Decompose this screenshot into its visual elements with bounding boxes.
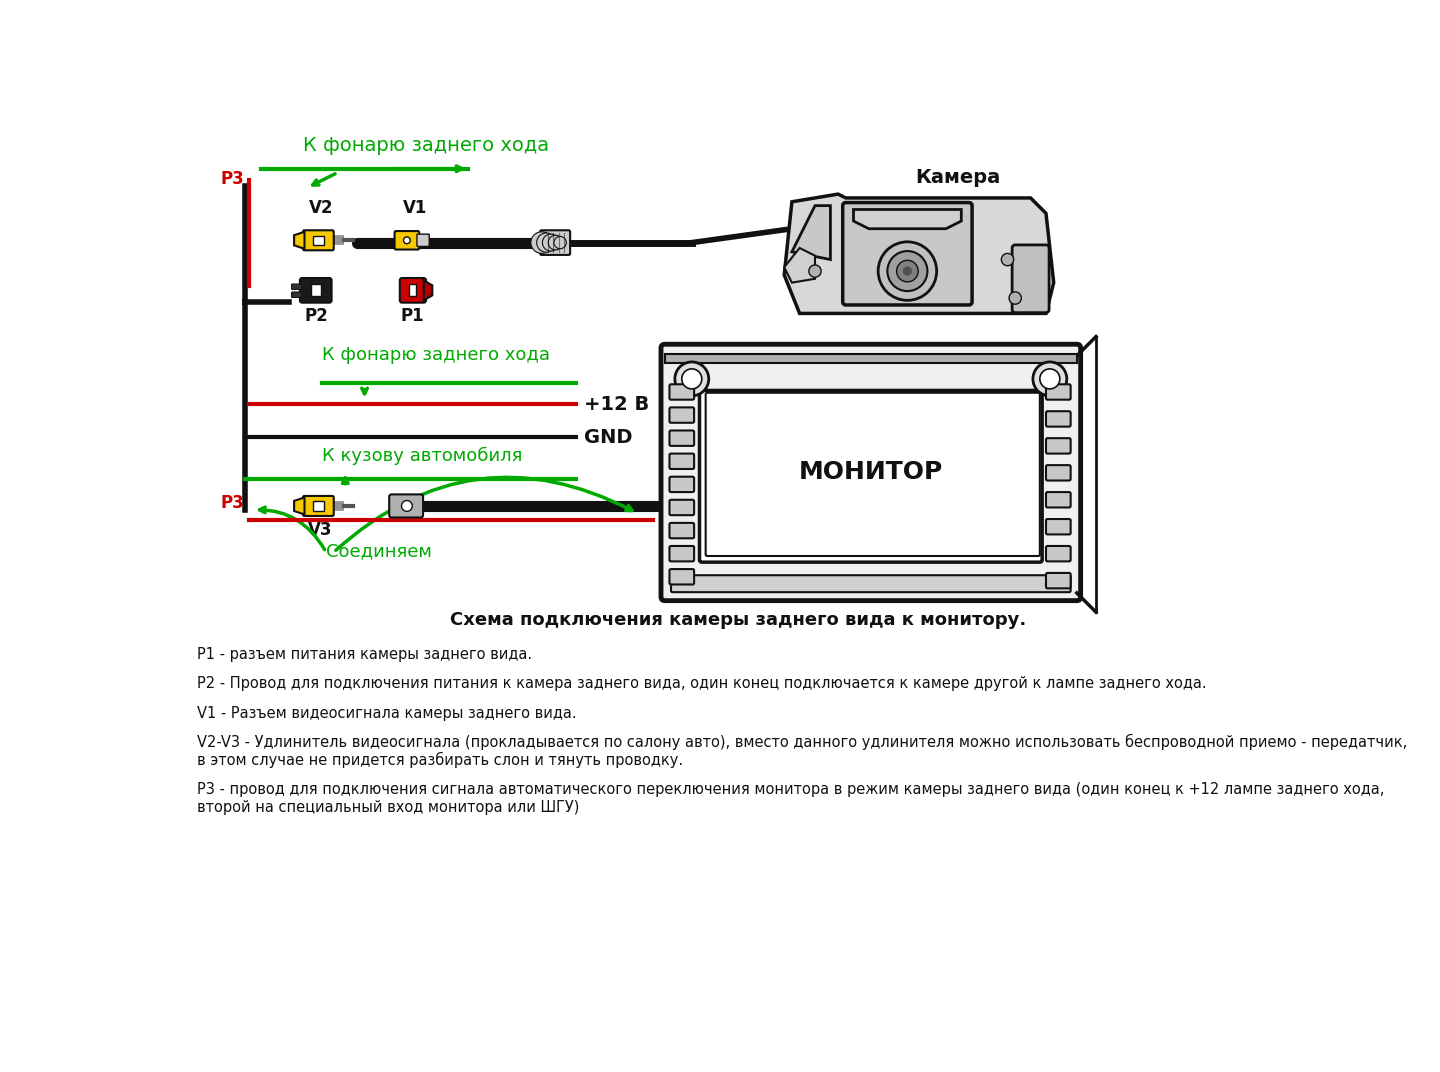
Text: Камера: Камера	[914, 167, 1001, 187]
Text: второй на специальный вход монитора или ШГУ): второй на специальный вход монитора или …	[197, 800, 580, 815]
FancyBboxPatch shape	[312, 502, 324, 510]
Text: V2-V3 - Удлинитель видеосигнала (прокладывается по салону авто), вместо данного : V2-V3 - Удлинитель видеосигнала (проклад…	[197, 734, 1408, 750]
FancyBboxPatch shape	[706, 392, 1040, 556]
FancyBboxPatch shape	[395, 232, 419, 250]
Text: V3: V3	[308, 521, 333, 539]
FancyBboxPatch shape	[670, 407, 694, 422]
Circle shape	[549, 235, 563, 250]
FancyBboxPatch shape	[302, 496, 334, 516]
Text: P3 - провод для подключения сигнала автоматического переключения монитора в режи: P3 - провод для подключения сигнала авто…	[197, 781, 1385, 796]
FancyBboxPatch shape	[1045, 412, 1071, 427]
FancyBboxPatch shape	[311, 284, 321, 296]
Text: в этом случае не придется разбирать слон и тянуть проводку.: в этом случае не придется разбирать слон…	[197, 751, 684, 769]
Circle shape	[1001, 253, 1014, 266]
Text: P2: P2	[304, 308, 328, 325]
FancyBboxPatch shape	[389, 494, 423, 518]
Circle shape	[537, 233, 556, 252]
FancyBboxPatch shape	[1045, 492, 1071, 507]
Text: К кузову автомобиля: К кузову автомобиля	[323, 447, 523, 465]
Text: К фонарю заднего хода: К фонарю заднего хода	[302, 136, 549, 155]
FancyBboxPatch shape	[1045, 438, 1071, 453]
FancyBboxPatch shape	[409, 284, 416, 296]
Circle shape	[531, 232, 553, 253]
Text: Схема подключения камеры заднего вида к монитору.: Схема подключения камеры заднего вида к …	[449, 611, 1027, 629]
Text: V1: V1	[403, 199, 428, 218]
Text: МОНИТОР: МОНИТОР	[798, 460, 943, 485]
Circle shape	[681, 369, 701, 389]
Polygon shape	[785, 194, 1054, 313]
Circle shape	[897, 260, 919, 282]
Circle shape	[543, 234, 559, 251]
FancyBboxPatch shape	[418, 234, 429, 247]
FancyBboxPatch shape	[1045, 384, 1071, 400]
FancyBboxPatch shape	[1045, 572, 1071, 589]
Text: Соединяем: Соединяем	[325, 542, 432, 560]
Text: P2 - Провод для подключения питания к камера заднего вида, один конец подключает: P2 - Провод для подключения питания к ка…	[197, 676, 1207, 691]
FancyBboxPatch shape	[291, 284, 302, 289]
Polygon shape	[792, 206, 831, 259]
Text: P1: P1	[400, 308, 425, 325]
Circle shape	[1032, 362, 1067, 396]
FancyBboxPatch shape	[300, 278, 331, 302]
FancyBboxPatch shape	[670, 500, 694, 516]
FancyBboxPatch shape	[302, 230, 334, 250]
Circle shape	[402, 501, 412, 511]
Circle shape	[903, 267, 912, 276]
FancyBboxPatch shape	[665, 354, 1077, 363]
FancyBboxPatch shape	[670, 453, 694, 468]
FancyBboxPatch shape	[1045, 546, 1071, 562]
FancyBboxPatch shape	[670, 384, 694, 400]
Circle shape	[1009, 292, 1021, 304]
Circle shape	[554, 237, 566, 249]
Polygon shape	[423, 281, 432, 300]
Circle shape	[809, 265, 821, 278]
FancyBboxPatch shape	[670, 546, 694, 562]
FancyBboxPatch shape	[1045, 465, 1071, 480]
Polygon shape	[294, 232, 304, 249]
Circle shape	[675, 362, 708, 396]
Circle shape	[887, 251, 927, 292]
FancyBboxPatch shape	[312, 236, 324, 245]
Polygon shape	[294, 497, 304, 515]
FancyBboxPatch shape	[670, 569, 694, 584]
FancyBboxPatch shape	[670, 431, 694, 446]
FancyBboxPatch shape	[700, 390, 1043, 562]
Circle shape	[1040, 369, 1060, 389]
Text: P3: P3	[220, 170, 245, 188]
Text: P3: P3	[220, 494, 245, 512]
FancyBboxPatch shape	[291, 292, 302, 297]
Polygon shape	[785, 248, 815, 283]
Text: V1 - Разъем видеосигнала камеры заднего вида.: V1 - Разъем видеосигнала камеры заднего …	[197, 705, 577, 720]
FancyBboxPatch shape	[661, 344, 1080, 600]
Circle shape	[878, 242, 936, 300]
Text: GND: GND	[585, 428, 632, 447]
FancyBboxPatch shape	[400, 278, 426, 302]
Text: +12 В: +12 В	[585, 396, 649, 415]
FancyBboxPatch shape	[1045, 519, 1071, 535]
Text: V2: V2	[310, 199, 334, 218]
FancyBboxPatch shape	[842, 203, 972, 304]
FancyBboxPatch shape	[670, 477, 694, 492]
Circle shape	[403, 237, 410, 243]
Text: К фонарю заднего хода: К фонарю заднего хода	[323, 345, 550, 363]
Text: P1 - разъем питания камеры заднего вида.: P1 - разъем питания камеры заднего вида.	[197, 647, 533, 662]
FancyBboxPatch shape	[670, 523, 694, 538]
Polygon shape	[854, 209, 962, 228]
FancyBboxPatch shape	[671, 576, 1071, 592]
FancyBboxPatch shape	[1012, 244, 1050, 313]
FancyBboxPatch shape	[540, 230, 570, 255]
